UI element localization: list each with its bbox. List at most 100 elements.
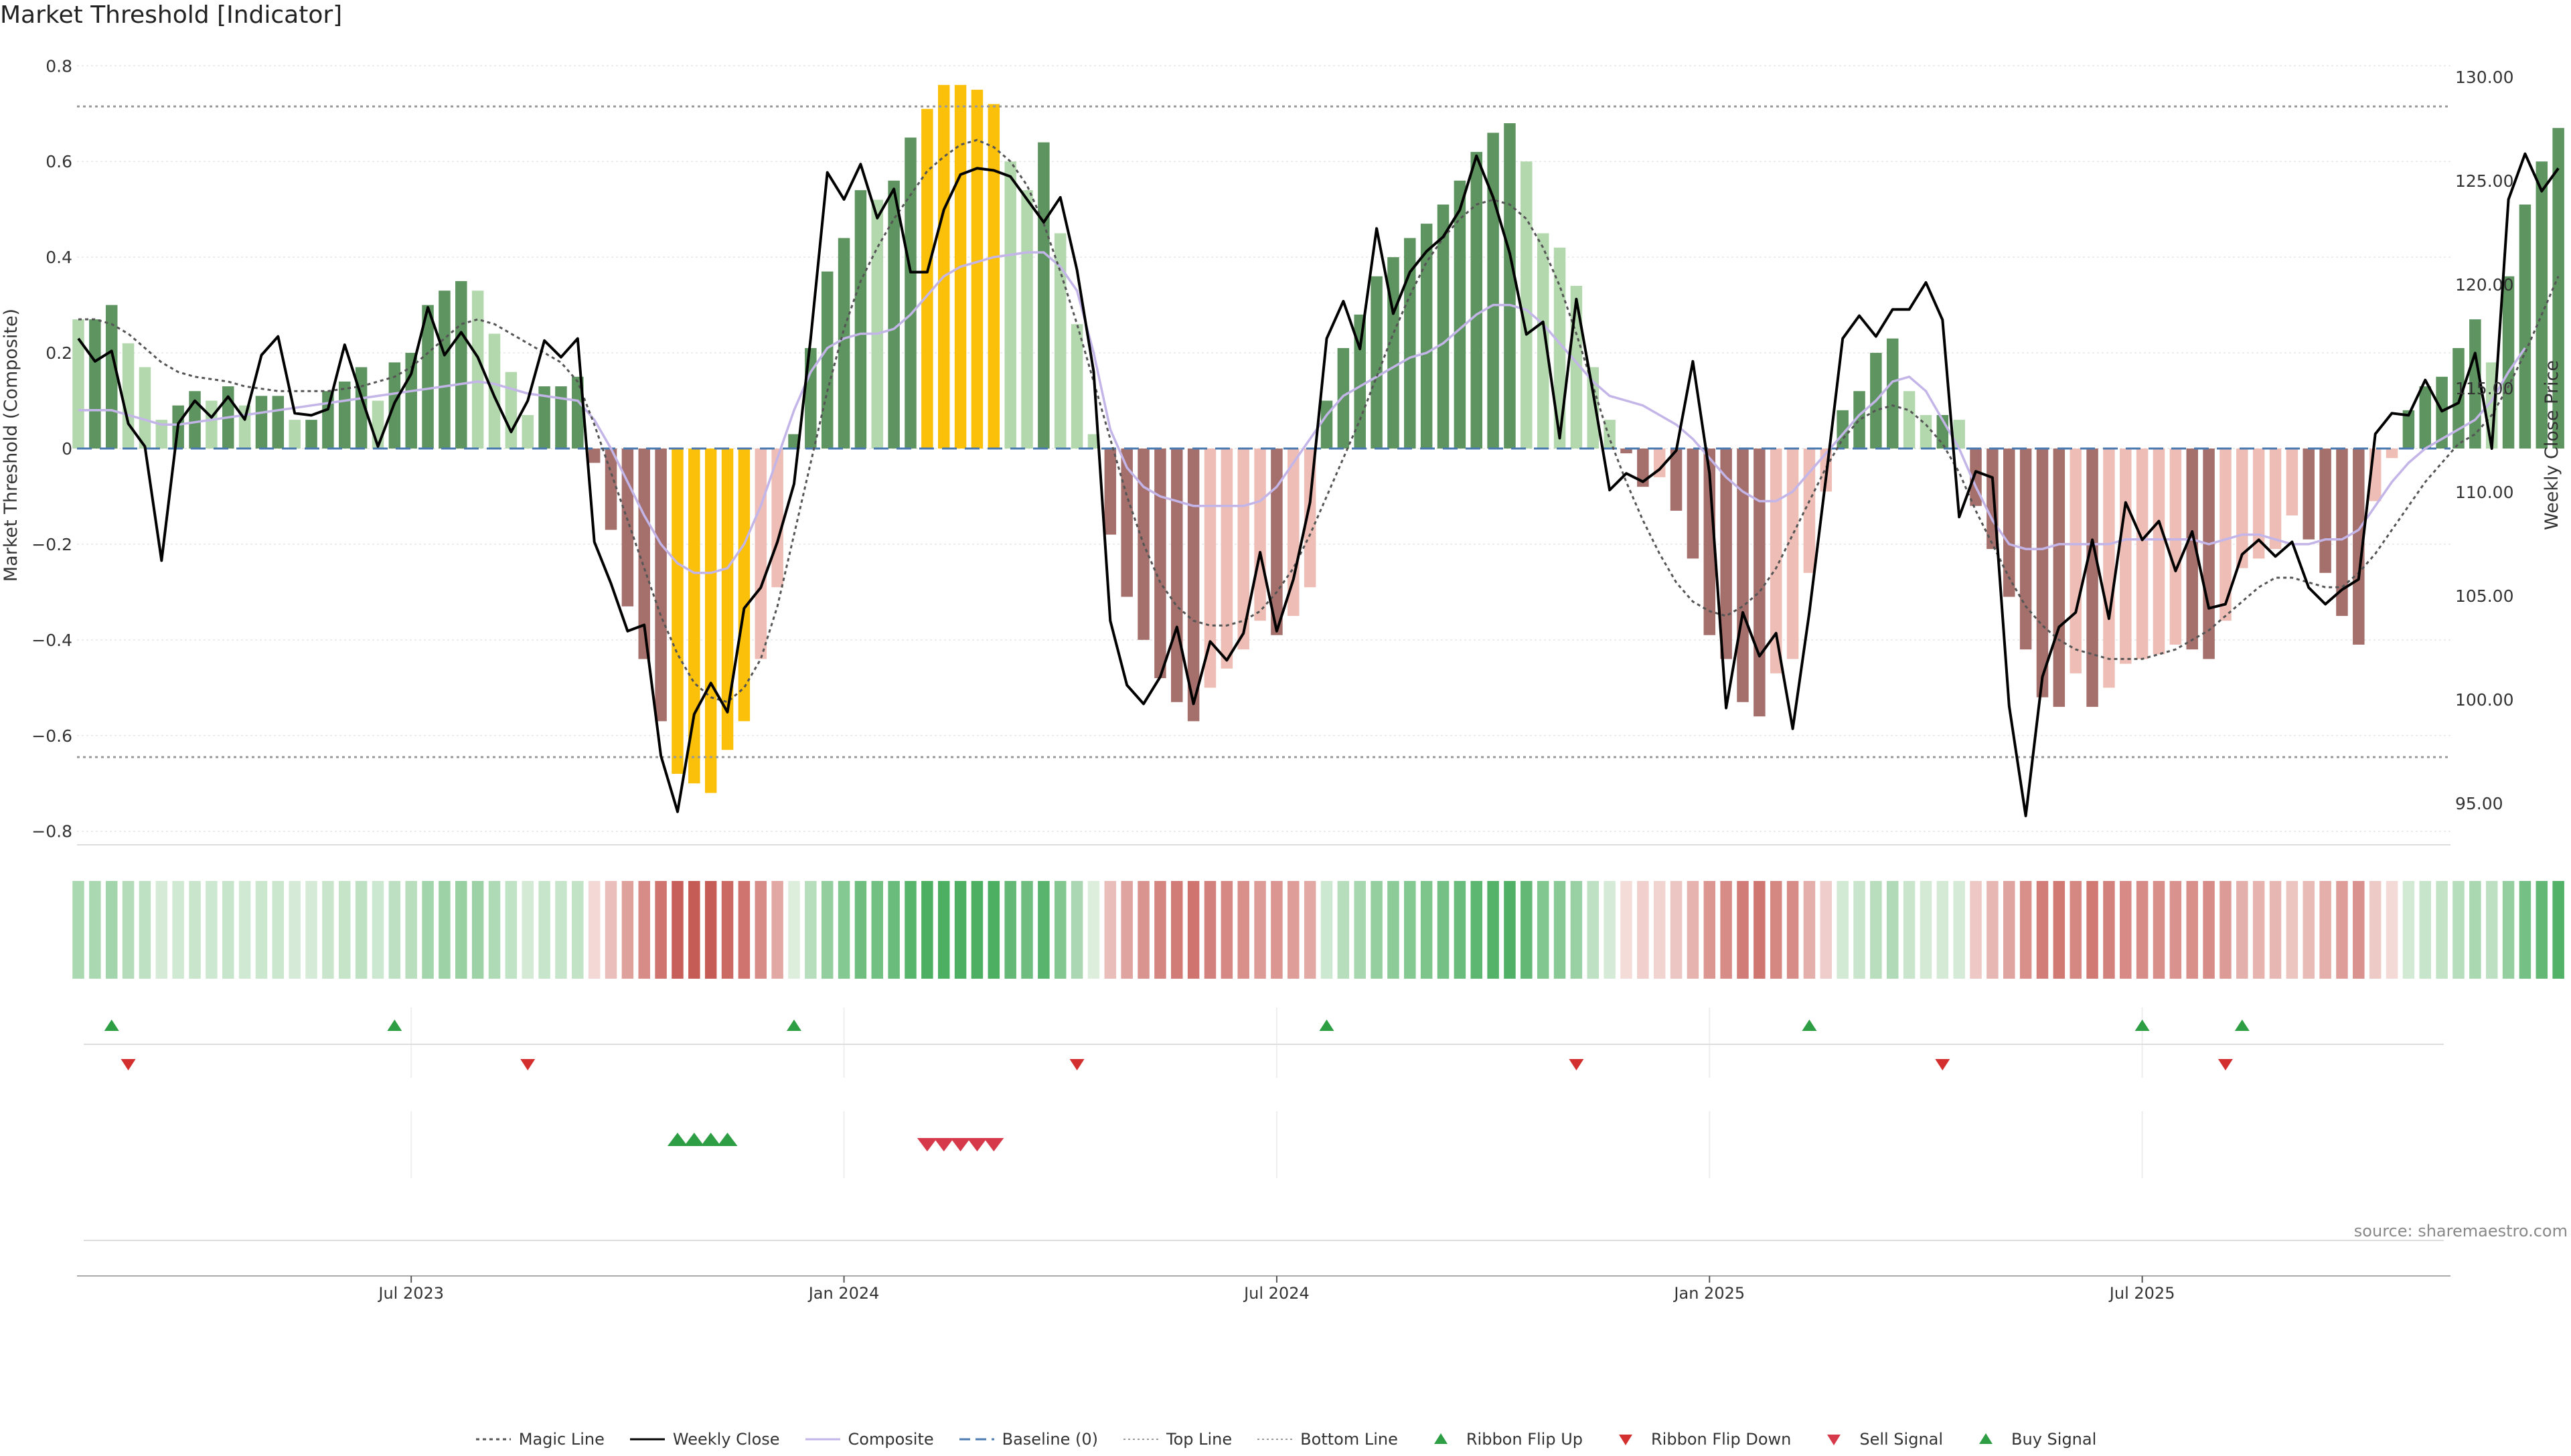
legend-item: Ribbon Flip Down (1607, 1430, 1791, 1449)
legend-label: Composite (848, 1430, 934, 1449)
ribbon-cell (572, 881, 584, 979)
ribbon-cell (455, 881, 467, 979)
composite-bar (1504, 123, 1516, 449)
ribbon-cell (1953, 881, 1965, 979)
composite-bar (1354, 314, 1366, 449)
ribbon-flip-up-marker (104, 1020, 119, 1031)
composite-bar (2286, 449, 2299, 516)
ribbon-flip-up-marker (1319, 1020, 1334, 1031)
ribbon-cell (238, 881, 251, 979)
ribbon-cell (1154, 881, 1166, 979)
composite-bar (1454, 180, 1466, 449)
composite-bar (888, 180, 900, 449)
composite-bar (1703, 449, 1716, 635)
ribbon-cell (1420, 881, 1433, 979)
date-tick-label: Jan 2025 (1672, 1284, 1745, 1303)
legend-item: Baseline (0) (958, 1430, 1098, 1449)
ribbon-cell (1171, 881, 1183, 979)
composite-bar (2336, 449, 2348, 617)
composite-bar (2402, 410, 2415, 449)
weekly-close-line (77, 152, 2560, 817)
ribbon-cell (1853, 881, 1865, 979)
ribbon-cell (1054, 881, 1067, 979)
ribbon-cell (2303, 881, 2315, 979)
ribbon-cell (272, 881, 285, 979)
ribbon-cell (1521, 881, 1533, 979)
ribbon-cell (2386, 881, 2398, 979)
legend-item: Composite (804, 1430, 934, 1449)
ribbon-flip-down-marker (520, 1059, 536, 1070)
ribbon-cell (1504, 881, 1516, 979)
ribbon-flip-down-marker (1069, 1059, 1085, 1070)
ribbon-cell (2552, 881, 2564, 979)
composite-bar (2120, 449, 2132, 664)
composite-bar (2003, 449, 2015, 597)
signal-panel (84, 1111, 2444, 1241)
composite-bar (638, 449, 650, 659)
legend-item: Bottom Line (1256, 1430, 1398, 1449)
ribbon-strip (72, 881, 2564, 979)
composite-bar (1920, 414, 1932, 449)
ribbon-cell (439, 881, 451, 979)
right-tick-label: 120.00 (2455, 275, 2513, 295)
composite-bar (821, 271, 834, 449)
ribbon-cell (2236, 881, 2248, 979)
ribbon-cell (1337, 881, 1350, 979)
ribbon-cell (2519, 881, 2531, 979)
composite-bar (2452, 347, 2465, 449)
date-tick-label: Jul 2023 (377, 1284, 444, 1303)
legend-item: Magic Line (475, 1430, 605, 1449)
composite-bar (2303, 449, 2315, 540)
composite-bar (206, 400, 218, 449)
composite-bar (1521, 161, 1533, 449)
composite-bar (1154, 449, 1166, 679)
composite-bar (2536, 161, 2548, 449)
right-tick-label: 110.00 (2455, 483, 2513, 502)
ribbon-flip-up-marker (2134, 1020, 2150, 1031)
ribbon-cell (1670, 881, 1683, 979)
legend-item: Ribbon Flip Up (1422, 1430, 1583, 1449)
composite-bar (372, 400, 384, 449)
sell-signal-marker (950, 1138, 971, 1151)
ribbon-cell (488, 881, 501, 979)
composite-bar (2103, 449, 2115, 688)
legend-symbol-icon (1979, 1433, 1993, 1444)
ribbon-cell (621, 881, 634, 979)
composite-bar (1903, 391, 1916, 449)
composite-bar (1853, 391, 1865, 449)
composite-bar (1187, 449, 1200, 722)
ribbon-cell (2252, 881, 2265, 979)
legend-label: Weekly Close (672, 1430, 780, 1449)
ribbon-cell (2003, 881, 2015, 979)
legend-label: Sell Signal (1859, 1430, 1944, 1449)
ribbon-cell (2419, 881, 2432, 979)
ribbon-cell (655, 881, 667, 979)
ribbon-cell (2169, 881, 2182, 979)
legend-symbol-icon (1257, 1439, 1293, 1440)
left-tick-label: −0.2 (31, 535, 72, 554)
composite-bar (2269, 449, 2282, 550)
source-label: source: sharemaestro.com (2354, 1222, 2568, 1240)
composite-bar (1104, 449, 1117, 535)
ribbon-cell (1653, 881, 1666, 979)
composite-bar (2070, 449, 2082, 673)
composite-bar (1337, 347, 1350, 449)
sell-signal-marker (984, 1138, 1004, 1151)
legend-item: Sell Signal (1815, 1430, 1943, 1449)
ribbon-cell (1204, 881, 1217, 979)
ribbon-cell (1104, 881, 1117, 979)
ribbon-cell (854, 881, 867, 979)
composite-bar (2519, 204, 2531, 449)
composite-bar (122, 343, 135, 449)
composite-bar (1288, 449, 1300, 617)
composite-bar (1404, 238, 1416, 449)
buy-signal-marker (700, 1133, 721, 1146)
ribbon-cell (2103, 881, 2115, 979)
left-tick-label: 0.2 (46, 343, 72, 363)
ribbon-cell (2053, 881, 2066, 979)
composite-bar (2252, 449, 2265, 559)
ribbon-cell (1720, 881, 1732, 979)
ribbon-cell (1754, 881, 1766, 979)
ribbon-cell (1021, 881, 1033, 979)
composite-bar (1071, 324, 1083, 449)
